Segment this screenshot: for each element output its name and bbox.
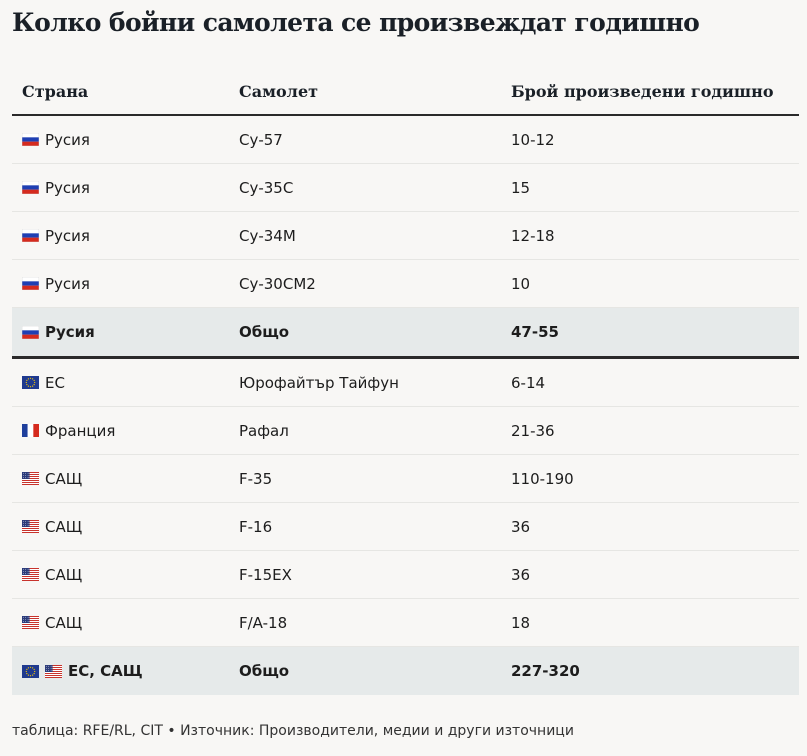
country-name: Русия <box>45 274 90 293</box>
country-name: Русия <box>45 130 90 149</box>
aircraft-cell: Су-30СМ2 <box>239 274 316 293</box>
country-name: САЩ <box>45 517 83 536</box>
header-aircraft: Самолет <box>239 81 319 101</box>
country-cell: Русия <box>22 212 90 259</box>
table-body: Русия Су-57 10-12 Русия Су-35С 15 Русия Су-34М 1… <box>12 116 799 695</box>
country-cell: Русия <box>22 260 90 307</box>
footer-source: таблица: RFE/RL, CIT • Източник: Произво… <box>12 723 574 739</box>
count-cell: 110-190 <box>511 469 574 488</box>
country-name: САЩ <box>45 469 83 488</box>
country-cell: САЩ <box>22 455 82 502</box>
table-row: ЕС Юрофайтър Тайфун 6-14 <box>12 359 799 407</box>
usa-flag-icon <box>22 520 39 533</box>
table-row-total: Русия Общо 47-55 <box>12 308 799 359</box>
country-name: Русия <box>45 323 95 341</box>
aircraft-cell: Су-35С <box>239 178 294 197</box>
table-row: Русия Су-34М 12-18 <box>12 212 799 260</box>
country-name: Русия <box>45 178 90 197</box>
header-country: Страна <box>22 81 89 101</box>
page-title: Колко бойни самолета се произвеждат годи… <box>12 8 700 37</box>
country-cell: Русия <box>22 308 95 356</box>
france-flag-icon <box>22 424 39 437</box>
country-name: Франция <box>45 421 116 440</box>
usa-flag-icon <box>22 472 39 485</box>
country-cell: ЕС, САЩ <box>22 647 143 695</box>
usa-flag-icon <box>45 664 62 678</box>
aircraft-cell: F-16 <box>239 517 273 536</box>
aircraft-cell: F-35 <box>239 469 273 488</box>
aircraft-cell: F/A-18 <box>239 613 288 632</box>
eu-flag-icon <box>22 376 39 389</box>
count-cell: 10 <box>511 274 531 293</box>
country-cell: Русия <box>22 116 90 163</box>
aircraft-cell: Общо <box>239 323 290 341</box>
aircraft-cell: Общо <box>239 662 290 680</box>
table-row: Русия Су-30СМ2 10 <box>12 260 799 308</box>
usa-flag-icon <box>22 568 39 581</box>
aircraft-cell: Рафал <box>239 421 289 440</box>
count-cell: 36 <box>511 565 531 584</box>
count-cell: 21-36 <box>511 421 555 440</box>
usa-flag-icon <box>22 616 39 629</box>
count-cell: 10-12 <box>511 130 555 149</box>
aircraft-cell: Юрофайтър Тайфун <box>239 373 399 392</box>
aircraft-cell: Су-34М <box>239 226 296 245</box>
table-row-total: ЕС, САЩ Общо 227-320 <box>12 647 799 695</box>
aircraft-cell: Су-57 <box>239 130 283 149</box>
table-row: Русия Су-35С 15 <box>12 164 799 212</box>
count-cell: 6-14 <box>511 373 546 392</box>
russia-flag-icon <box>22 181 39 194</box>
country-cell: САЩ <box>22 551 82 598</box>
country-name: Русия <box>45 226 90 245</box>
russia-flag-icon <box>22 325 39 339</box>
eu-flag-icon <box>22 664 39 678</box>
table-row: Франция Рафал 21-36 <box>12 407 799 455</box>
count-cell: 12-18 <box>511 226 555 245</box>
country-cell: САЩ <box>22 599 82 646</box>
aircraft-cell: F-15EX <box>239 565 292 584</box>
table-row: САЩ F-35 110-190 <box>12 455 799 503</box>
country-name: САЩ <box>45 613 83 632</box>
header-count: Брой произведени годишно <box>511 81 774 101</box>
count-cell: 15 <box>511 178 531 197</box>
count-cell: 227-320 <box>511 662 580 680</box>
table-row: САЩ F/A-18 18 <box>12 599 799 647</box>
country-cell: САЩ <box>22 503 82 550</box>
country-cell: Франция <box>22 407 115 454</box>
table-row: САЩ F-16 36 <box>12 503 799 551</box>
table-header: Страна Самолет Брой произведени годишно <box>12 68 799 116</box>
country-cell: ЕС <box>22 359 65 406</box>
data-table: Страна Самолет Брой произведени годишно … <box>12 68 799 695</box>
table-row: САЩ F-15EX 36 <box>12 551 799 599</box>
count-cell: 18 <box>511 613 531 632</box>
russia-flag-icon <box>22 277 39 290</box>
country-cell: Русия <box>22 164 90 211</box>
table-row: Русия Су-57 10-12 <box>12 116 799 164</box>
russia-flag-icon <box>22 133 39 146</box>
russia-flag-icon <box>22 229 39 242</box>
count-cell: 36 <box>511 517 531 536</box>
count-cell: 47-55 <box>511 323 559 341</box>
country-name: САЩ <box>45 565 83 584</box>
country-name: ЕС <box>45 373 65 392</box>
country-name: ЕС, САЩ <box>68 662 143 680</box>
